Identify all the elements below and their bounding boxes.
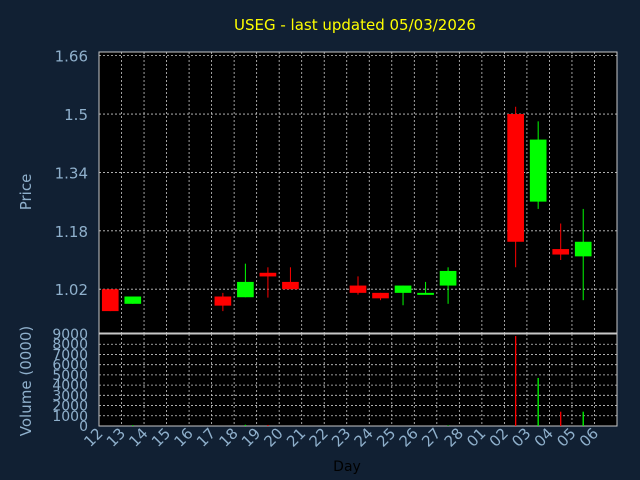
candle-body: [439, 270, 457, 286]
candle-26: [417, 281, 434, 295]
candle-04: [552, 223, 570, 261]
volume-tick-label: 0: [79, 419, 88, 435]
price-axis-label: Price: [17, 174, 35, 211]
candle-body: [259, 272, 277, 277]
candle-body: [529, 139, 547, 202]
candle-24: [372, 292, 389, 301]
price-panel: 1.02 1.18 1.34 1.5 1.66: [55, 48, 618, 334]
volume-axis-label: Volume (0000): [17, 326, 35, 436]
candle-body: [237, 281, 254, 298]
price-tick-label: 1.5: [64, 106, 88, 124]
candle-body: [124, 296, 142, 304]
candle-body: [552, 249, 570, 255]
candle-02: [507, 106, 524, 268]
candle-03: [529, 121, 547, 209]
candle-body: [574, 241, 592, 257]
candle-18: [237, 263, 254, 298]
candle-body: [214, 296, 232, 306]
volume-tick-label: 3000: [52, 388, 88, 404]
x-axis-label: Day: [333, 459, 361, 475]
x-axis: 1213141516171819202122232425262728010203…: [80, 424, 602, 450]
candle-13: [124, 296, 142, 304]
price-tick-label: 1.18: [55, 223, 88, 241]
candle-23: [349, 276, 367, 295]
candle-27: [439, 267, 457, 304]
volume-tick-label: 9000: [52, 327, 88, 343]
candle-20: [282, 267, 299, 290]
candle-19: [259, 267, 277, 298]
price-tick-label: 1.34: [55, 164, 88, 182]
candle-body: [282, 281, 299, 290]
volume-tick-label: 8000: [52, 337, 88, 353]
volume-tick-label: 4000: [52, 378, 88, 394]
price-tick-label: 1.66: [55, 48, 88, 66]
candle-25: [394, 285, 412, 306]
candle-17: [214, 292, 232, 312]
volume-tick-label: 1000: [52, 409, 88, 425]
candle-body: [507, 114, 524, 242]
volume-plot-area: [98, 333, 618, 427]
candle-body: [394, 285, 412, 293]
price-tick-label: 1.02: [55, 281, 88, 299]
candle-12: [101, 289, 119, 312]
candle-body: [101, 289, 119, 312]
volume-tick-label: 7000: [52, 347, 88, 363]
volume-tick-label: 2000: [52, 399, 88, 415]
candle-body: [417, 292, 434, 295]
volume-tick-label: 5000: [52, 368, 88, 384]
candle-05: [574, 208, 592, 301]
candle-body: [349, 285, 367, 293]
volume-tick-label: 6000: [52, 358, 88, 374]
chart-title: USEG - last updated 05/03/2026: [234, 16, 476, 34]
candle-body: [372, 292, 389, 299]
